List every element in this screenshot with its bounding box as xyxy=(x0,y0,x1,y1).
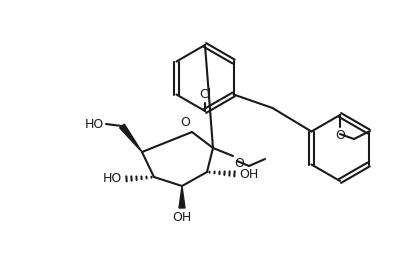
Text: OH: OH xyxy=(172,211,192,224)
Text: OH: OH xyxy=(239,167,258,180)
Polygon shape xyxy=(120,124,142,152)
Text: HO: HO xyxy=(103,173,122,186)
Text: O: O xyxy=(180,116,190,129)
Text: O: O xyxy=(234,157,244,170)
Text: O: O xyxy=(335,129,345,142)
Polygon shape xyxy=(179,186,185,208)
Text: Cl: Cl xyxy=(199,88,211,101)
Text: HO: HO xyxy=(85,118,104,131)
